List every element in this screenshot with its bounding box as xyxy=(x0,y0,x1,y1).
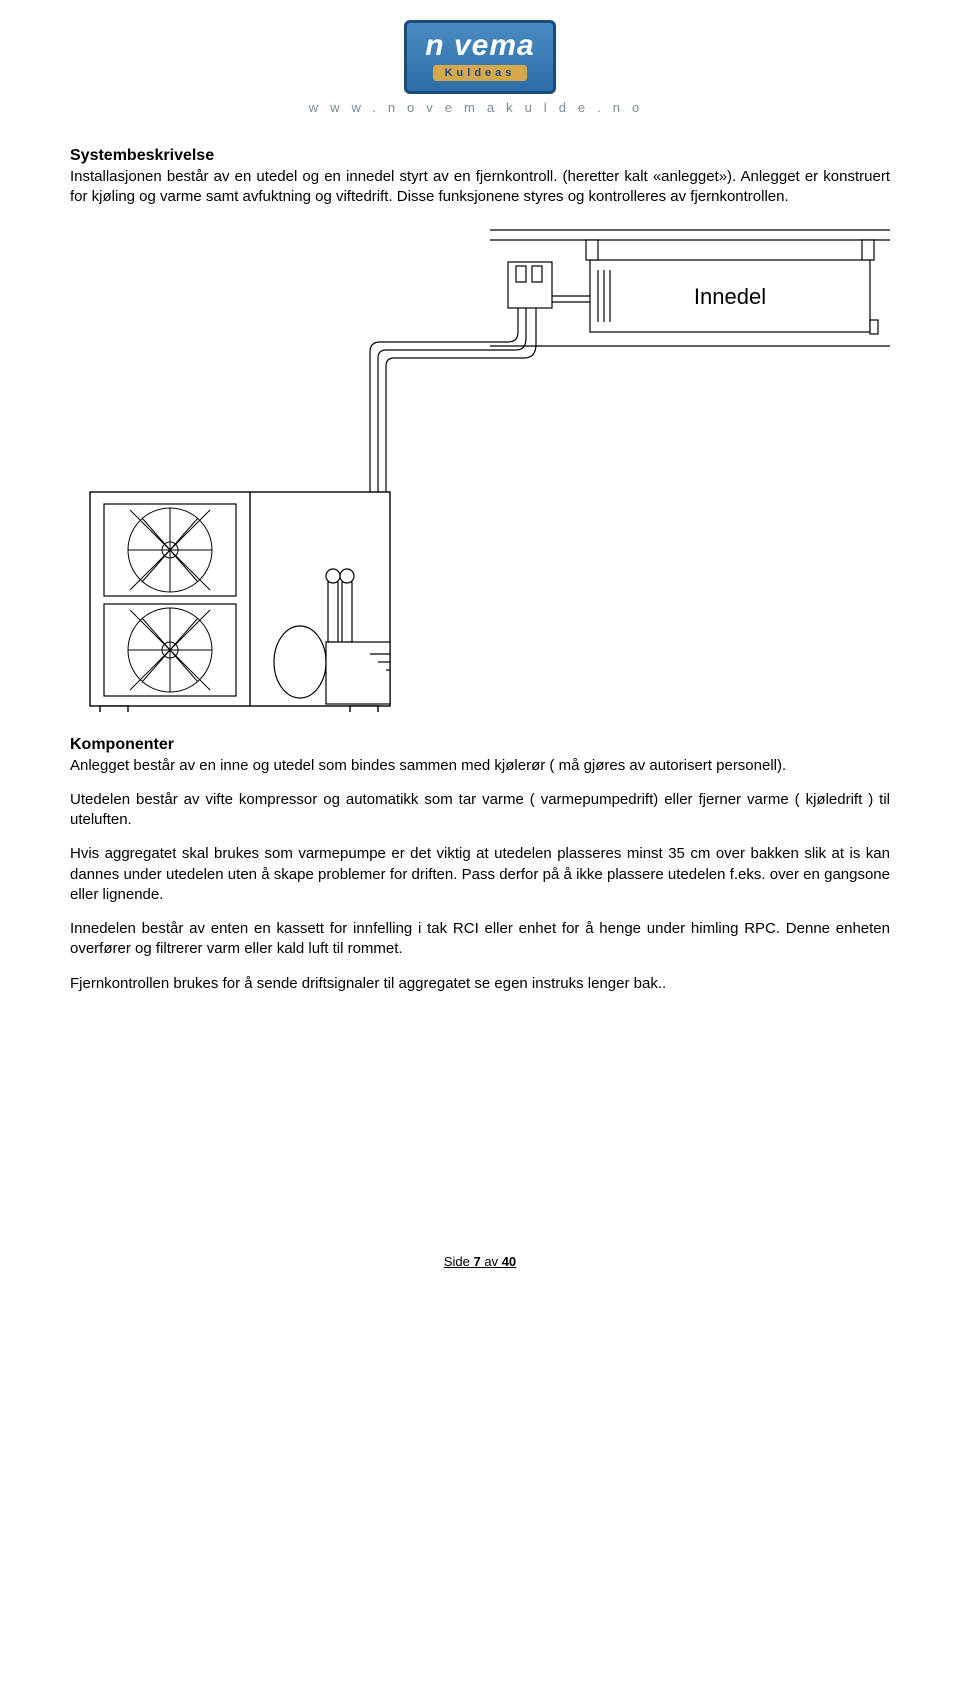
logo-subline: Kuldeas xyxy=(433,65,528,81)
page-footer: Side 7 av 40 xyxy=(70,1254,890,1269)
diagram-innedel-label: Innedel xyxy=(694,284,766,309)
paragraph-komponenter-2: Utedelen består av vifte kompressor og a… xyxy=(70,790,890,831)
logo-brand-text: n vema xyxy=(425,29,534,63)
logo: n vema Kuldeas www.novemakulde.no xyxy=(309,20,651,115)
diagram-svg: Innedel xyxy=(70,222,890,712)
heading-komponenter: Komponenter xyxy=(70,736,890,754)
footer-page-current: 7 xyxy=(473,1254,480,1269)
footer-prefix: Side xyxy=(444,1254,474,1269)
heading-systembeskrivelse: Systembeskrivelse xyxy=(70,147,890,165)
logo-badge: n vema Kuldeas xyxy=(404,20,555,94)
paragraph-komponenter-4: Innedelen består av enten en kassett for… xyxy=(70,919,890,960)
footer-page-total: 40 xyxy=(502,1254,516,1269)
system-diagram: Innedel xyxy=(70,222,890,712)
paragraph-komponenter-5: Fjernkontrollen brukes for å sende drift… xyxy=(70,974,890,994)
page-header: n vema Kuldeas www.novemakulde.no xyxy=(70,20,890,117)
logo-url: www.novemakulde.no xyxy=(309,100,651,115)
paragraph-komponenter-1: Anlegget består av en inne og utedel som… xyxy=(70,756,890,776)
footer-mid: av xyxy=(481,1254,502,1269)
paragraph-komponenter-3: Hvis aggregatet skal brukes som varmepum… xyxy=(70,844,890,905)
paragraph-system-intro: Installasjonen består av en utedel og en… xyxy=(70,167,890,208)
